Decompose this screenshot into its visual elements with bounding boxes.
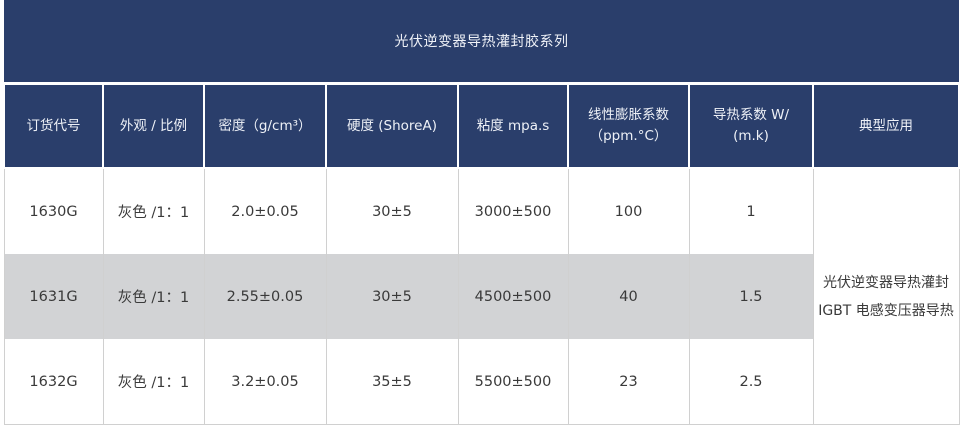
cell-appearance-ratio: 灰色 /1：1 [102, 254, 204, 339]
table-row: 1631G 灰色 /1：1 2.55±0.05 30±5 4500±500 40… [3, 254, 959, 339]
typical-application-line: IGBT 电感变压器导热 [818, 302, 954, 319]
table-row: 1630G 灰色 /1：1 2.0±0.05 30±5 3000±500 100… [3, 168, 960, 425]
table-header-row: 订货代号 外观 / 比例 密度（g/cm³） 硬度 (ShoreA) 粘度 mp… [3, 82, 960, 169]
cell-thermal-conductivity: 2.5 [688, 339, 814, 425]
cell-order-code: 1632G [3, 339, 103, 425]
typical-application-line: 光伏逆变器导热灌封 [823, 274, 949, 291]
cell-viscosity: 3000±500 [457, 168, 568, 254]
cell-appearance-ratio: 灰色 /1：1 [102, 339, 204, 425]
table-row: 1632G 灰色 /1：1 3.2±0.05 35±5 5500±500 23 … [3, 339, 959, 425]
cell-order-code: 1630G [3, 168, 103, 254]
cell-expansion-coefficient: 23 [567, 339, 689, 425]
cell-density: 2.55±0.05 [203, 254, 326, 339]
table-title-row: 光伏逆变器导热灌封胶系列 [4, 0, 959, 85]
column-header-appearance-ratio: 外观 / 比例 [102, 82, 205, 169]
cell-thermal-conductivity: 1 [688, 168, 813, 254]
cell-viscosity: 4500±500 [457, 254, 568, 339]
column-header-order-code: 订货代号 [3, 82, 104, 169]
cell-viscosity: 5500±500 [457, 339, 568, 425]
column-header-hardness: 硬度 (ShoreA) [325, 82, 459, 169]
cell-order-code: 1631G [3, 254, 103, 339]
column-header-thermal-conductivity: 导热系数 W/ (m.k) [688, 82, 814, 169]
cell-density: 2.0±0.05 [203, 168, 326, 254]
cell-hardness: 30±5 [325, 168, 458, 254]
cell-thermal-conductivity: 1.5 [688, 254, 814, 339]
column-header-typical-application: 典型应用 [812, 82, 960, 169]
cell-appearance-ratio: 灰色 /1：1 [102, 168, 204, 254]
cell-typical-application: 光伏逆变器导热灌封 IGBT 电感变压器导热 [812, 168, 960, 425]
product-spec-table: 光伏逆变器导热灌封胶系列 订货代号 外观 / 比例 密度（g/cm³） 硬度 (… [3, 0, 960, 425]
column-header-expansion-coefficient: 线性膨胀系数 （ppm.°C） [567, 82, 690, 169]
table-title: 光伏逆变器导热灌封胶系列 [4, 0, 959, 85]
column-header-viscosity: 粘度 mpa.s [457, 82, 569, 169]
cell-hardness: 35±5 [325, 339, 458, 425]
cell-density: 3.2±0.05 [203, 339, 326, 425]
cell-expansion-coefficient: 100 [567, 168, 689, 254]
cell-expansion-coefficient: 40 [567, 254, 689, 339]
cell-hardness: 30±5 [325, 254, 458, 339]
column-header-density: 密度（g/cm³） [203, 82, 327, 169]
